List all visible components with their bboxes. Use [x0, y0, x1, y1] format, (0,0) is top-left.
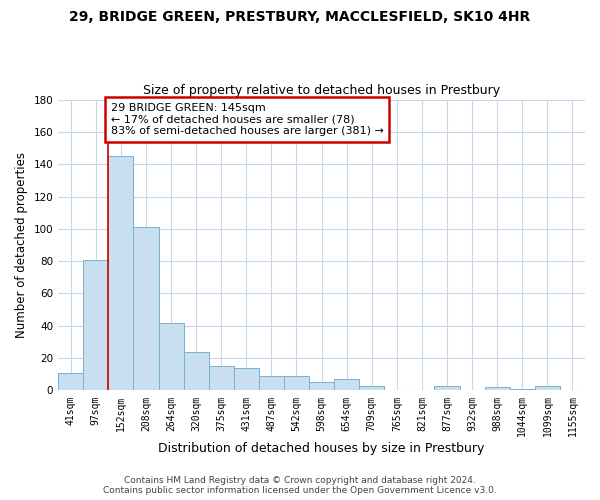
Bar [334, 379, 359, 390]
Bar [158, 322, 184, 390]
Title: Size of property relative to detached houses in Prestbury: Size of property relative to detached ho… [143, 84, 500, 97]
Y-axis label: Number of detached properties: Number of detached properties [15, 152, 28, 338]
Bar [535, 386, 560, 390]
Bar [359, 386, 385, 390]
Bar [284, 376, 309, 390]
Bar [133, 227, 158, 390]
Bar [184, 352, 209, 391]
Bar [259, 376, 284, 390]
Bar [510, 389, 535, 390]
X-axis label: Distribution of detached houses by size in Prestbury: Distribution of detached houses by size … [158, 442, 485, 455]
Bar [234, 368, 259, 390]
Bar [209, 366, 234, 390]
Text: Contains HM Land Registry data © Crown copyright and database right 2024.
Contai: Contains HM Land Registry data © Crown c… [103, 476, 497, 495]
Bar [485, 387, 510, 390]
Bar [309, 382, 334, 390]
Bar [83, 260, 109, 390]
Text: 29 BRIDGE GREEN: 145sqm
← 17% of detached houses are smaller (78)
83% of semi-de: 29 BRIDGE GREEN: 145sqm ← 17% of detache… [111, 103, 384, 136]
Bar [434, 386, 460, 390]
Bar [109, 156, 133, 390]
Text: 29, BRIDGE GREEN, PRESTBURY, MACCLESFIELD, SK10 4HR: 29, BRIDGE GREEN, PRESTBURY, MACCLESFIEL… [70, 10, 530, 24]
Bar [58, 372, 83, 390]
